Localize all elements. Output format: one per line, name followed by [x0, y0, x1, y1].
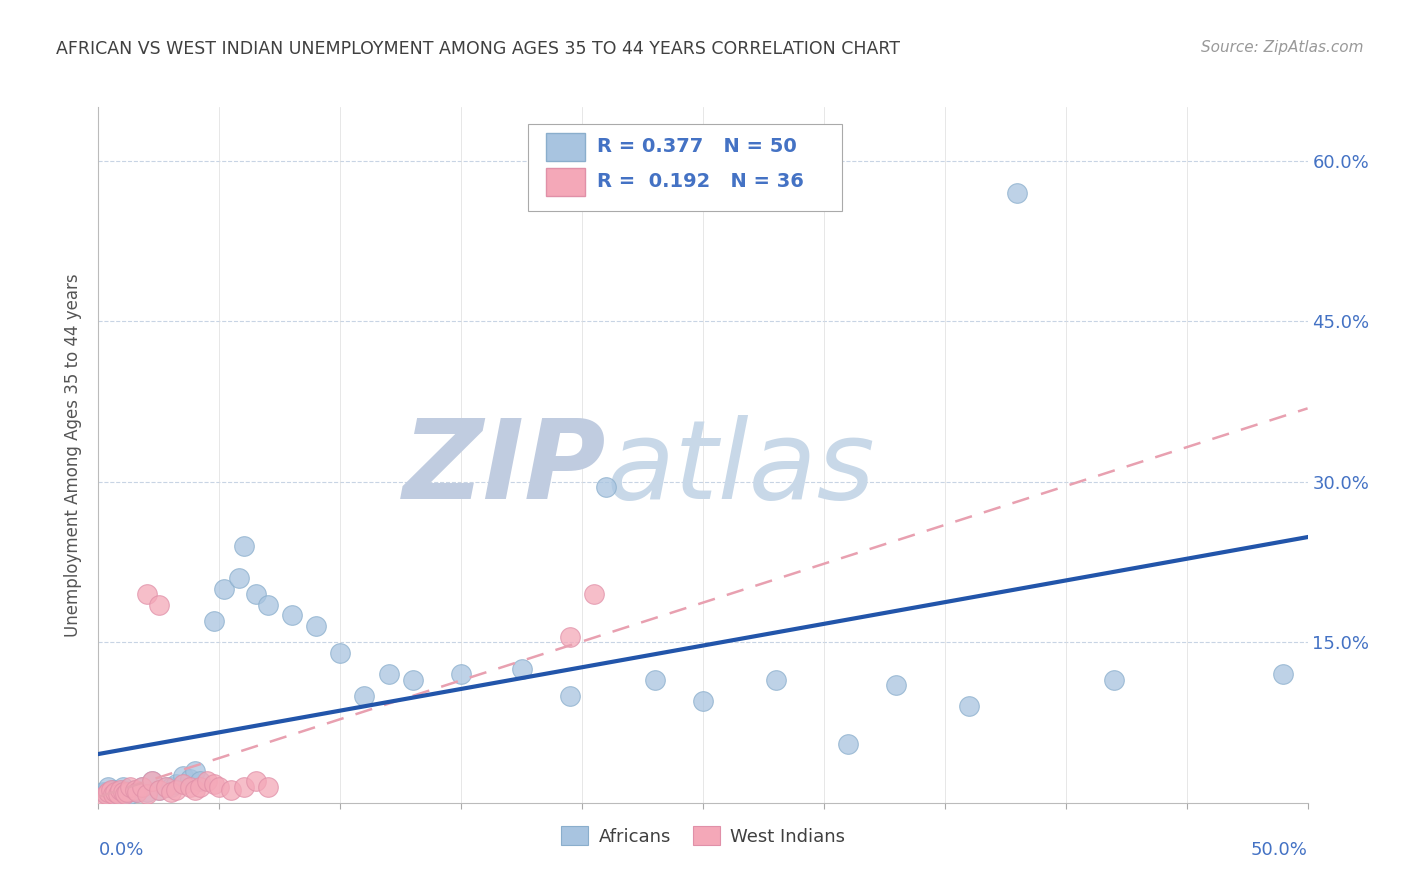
Point — [510, 662, 533, 676]
Point — [245, 774, 267, 789]
Point — [212, 582, 235, 596]
Point — [111, 785, 134, 799]
Point — [104, 785, 127, 799]
Point — [141, 774, 163, 789]
Point — [232, 780, 254, 794]
Point — [101, 787, 124, 801]
Point — [104, 785, 127, 799]
Text: R = 0.377   N = 50: R = 0.377 N = 50 — [596, 137, 796, 156]
Point — [111, 780, 134, 794]
Point — [188, 774, 211, 789]
Point — [184, 764, 207, 778]
Point — [117, 785, 139, 799]
Point — [644, 673, 666, 687]
Point — [118, 780, 141, 794]
Point — [558, 630, 581, 644]
Point — [155, 780, 177, 794]
Point — [148, 783, 170, 797]
Text: AFRICAN VS WEST INDIAN UNEMPLOYMENT AMONG AGES 35 TO 44 YEARS CORRELATION CHART: AFRICAN VS WEST INDIAN UNEMPLOYMENT AMON… — [56, 40, 900, 58]
Point — [127, 785, 149, 799]
Point — [558, 689, 581, 703]
Point — [195, 774, 218, 789]
Point — [97, 785, 120, 799]
Point — [188, 780, 211, 794]
Point — [155, 780, 177, 794]
Point — [1272, 667, 1295, 681]
Point — [118, 787, 141, 801]
Point — [108, 783, 131, 797]
Point — [107, 787, 129, 801]
Point — [172, 769, 194, 783]
Point — [114, 787, 136, 801]
Point — [765, 673, 787, 687]
Point — [402, 673, 425, 687]
Point — [256, 780, 278, 794]
Point — [179, 780, 201, 794]
Point — [135, 785, 157, 799]
Point — [837, 737, 859, 751]
Point — [377, 667, 399, 681]
Point — [160, 785, 183, 799]
Text: atlas: atlas — [606, 416, 875, 523]
Point — [179, 772, 201, 787]
Point — [131, 780, 153, 794]
Point — [94, 785, 117, 799]
Point — [141, 774, 163, 789]
Point — [131, 780, 153, 794]
FancyBboxPatch shape — [546, 134, 585, 161]
Point — [1102, 673, 1125, 687]
Point — [256, 598, 278, 612]
Point — [111, 783, 134, 797]
Point — [165, 783, 187, 797]
Point — [221, 783, 243, 797]
Point — [957, 699, 980, 714]
Point — [281, 608, 304, 623]
Point — [135, 587, 157, 601]
Point — [100, 783, 122, 797]
Point — [305, 619, 328, 633]
Point — [91, 785, 114, 799]
Point — [204, 776, 226, 790]
Point — [127, 785, 149, 799]
Point — [184, 783, 207, 797]
Legend: Africans, West Indians: Africans, West Indians — [554, 819, 852, 853]
FancyBboxPatch shape — [527, 124, 842, 211]
Text: Source: ZipAtlas.com: Source: ZipAtlas.com — [1201, 40, 1364, 55]
Text: 0.0%: 0.0% — [98, 841, 143, 859]
FancyBboxPatch shape — [546, 169, 585, 196]
Point — [165, 776, 187, 790]
Text: R =  0.192   N = 36: R = 0.192 N = 36 — [596, 172, 803, 191]
Point — [692, 694, 714, 708]
Point — [1007, 186, 1029, 200]
Point — [97, 780, 120, 794]
Point — [353, 689, 375, 703]
Point — [100, 787, 122, 801]
Point — [160, 780, 183, 794]
Point — [148, 598, 170, 612]
Y-axis label: Unemployment Among Ages 35 to 44 years: Unemployment Among Ages 35 to 44 years — [65, 273, 83, 637]
Point — [101, 783, 124, 797]
Point — [107, 787, 129, 801]
Point — [108, 785, 131, 799]
Point — [245, 587, 267, 601]
Text: 50.0%: 50.0% — [1251, 841, 1308, 859]
Point — [329, 646, 352, 660]
Point — [208, 780, 231, 794]
Point — [232, 539, 254, 553]
Point — [94, 787, 117, 801]
Text: ZIP: ZIP — [402, 416, 606, 523]
Point — [595, 480, 617, 494]
Point — [583, 587, 606, 601]
Point — [135, 787, 157, 801]
Point — [204, 614, 226, 628]
Point — [450, 667, 472, 681]
Point — [91, 790, 114, 805]
Point — [124, 783, 146, 797]
Point — [886, 678, 908, 692]
Point — [117, 785, 139, 799]
Point — [124, 783, 146, 797]
Point — [228, 571, 250, 585]
Point — [172, 776, 194, 790]
Point — [148, 783, 170, 797]
